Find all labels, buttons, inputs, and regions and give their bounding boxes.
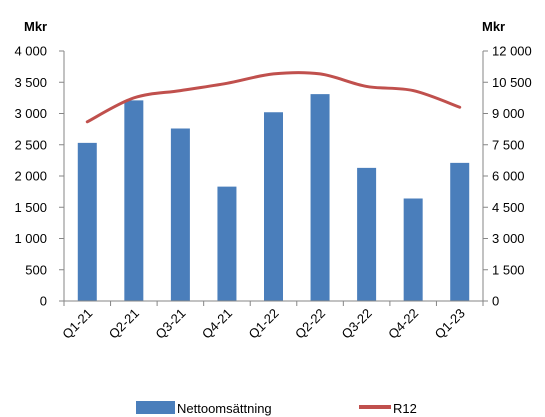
left-tick-label: 3 000: [14, 106, 47, 121]
left-tick-label: 4 000: [14, 44, 47, 59]
x-tick-label: Q2-21: [106, 306, 142, 342]
x-tick-label: Q1-22: [245, 306, 281, 342]
x-tick-label: Q1-23: [432, 306, 468, 342]
bar: [310, 94, 330, 301]
axes: [63, 51, 484, 306]
left-tick-label: 500: [25, 262, 47, 277]
r12-line: [85, 71, 462, 124]
x-tick-label: Q3-21: [152, 306, 188, 342]
right-tick-label: 10 500: [492, 75, 532, 90]
right-tick-label: 9 000: [492, 106, 525, 121]
legend-label-line: R12: [393, 401, 417, 416]
bar: [77, 142, 97, 301]
legend-swatch-bars: [136, 401, 175, 414]
x-tick-label: Q4-21: [199, 306, 235, 342]
x-tick-label: Q3-22: [339, 306, 375, 342]
x-tick-label: Q1-21: [59, 306, 95, 342]
x-axis-labels: Q1-21 Q2-21 Q3-21 Q4-21 Q1-22 Q2-22 Q3-22 Q4-22…: [59, 306, 468, 342]
left-axis-unit-label: Mkr: [24, 19, 47, 34]
legend-label-bars: Nettoomsättning: [177, 401, 272, 416]
right-tick-label: 3 000: [492, 231, 525, 246]
left-axis-ticks: 0 500 1 000 1 500 2 000 2 500 3 000 3 500 4 000: [14, 44, 64, 309]
line-series: [85, 71, 462, 124]
bar: [264, 112, 283, 301]
right-tick-label: 7 500: [492, 137, 525, 152]
right-axis-ticks: 0 1 500 3 000 4 500 6 000 7 500 9 000 10 500 12 …: [483, 44, 532, 309]
right-tick-label: 1 500: [492, 262, 525, 277]
left-tick-label: 3 500: [14, 75, 47, 90]
left-tick-label: 1 500: [14, 200, 47, 215]
right-tick-label: 6 000: [492, 169, 525, 184]
x-tick-label: Q2-22: [292, 306, 328, 342]
right-tick-label: 0: [492, 294, 499, 309]
left-tick-label: 2 500: [14, 137, 47, 152]
x-tick-label: Q4-22: [385, 306, 421, 342]
bar: [357, 167, 377, 301]
legend: Nettoomsättning R12: [136, 401, 417, 416]
bar: [217, 186, 237, 301]
bar: [170, 128, 190, 301]
bar: [124, 100, 144, 301]
bar: [450, 162, 470, 301]
left-tick-label: 2 000: [14, 169, 47, 184]
bar: [403, 198, 423, 301]
right-tick-label: 12 000: [492, 44, 532, 59]
bar-series: [77, 94, 470, 301]
left-tick-label: 1 000: [14, 231, 47, 246]
right-axis-unit-label: Mkr: [482, 19, 505, 34]
left-tick-label: 0: [40, 294, 47, 309]
right-tick-label: 4 500: [492, 200, 525, 215]
